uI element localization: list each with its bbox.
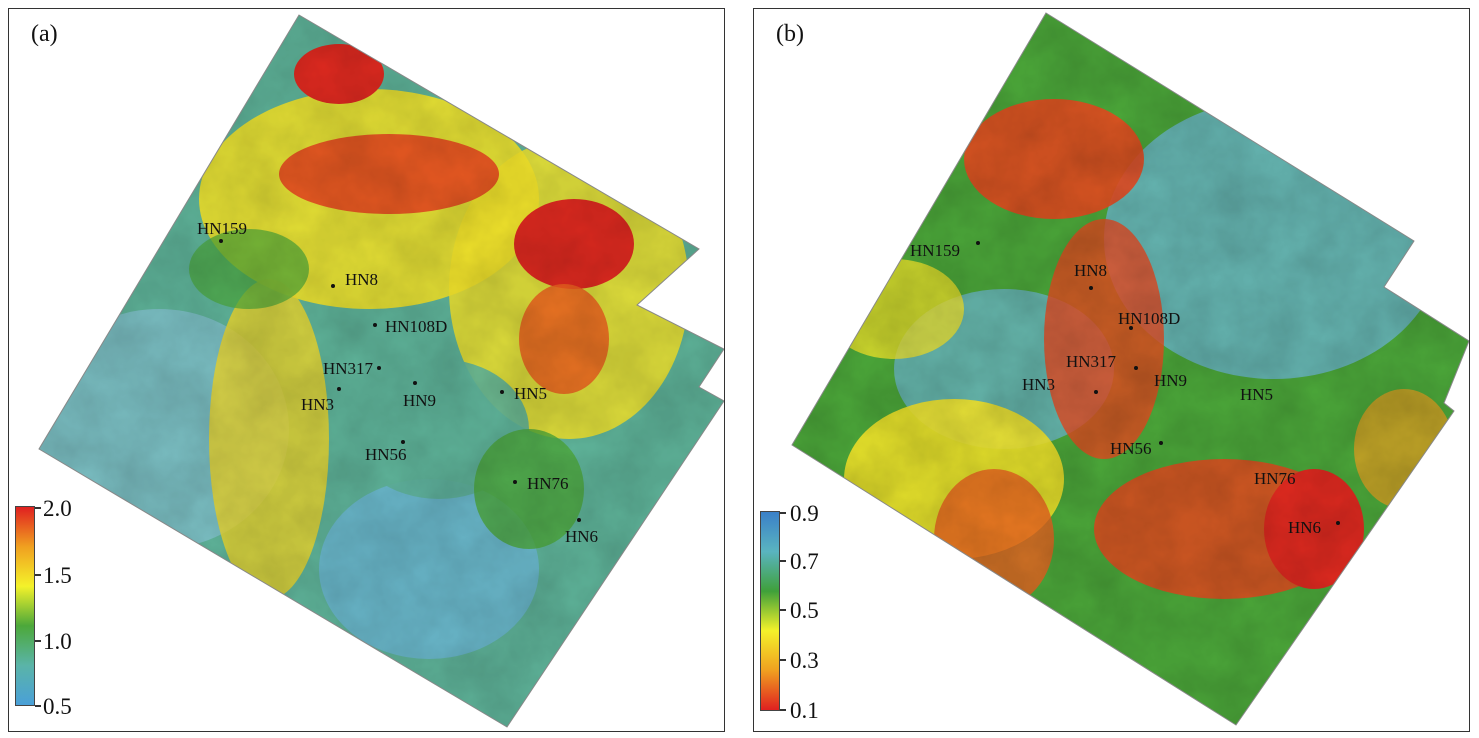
well-label: HN317	[1066, 352, 1117, 371]
well-label: HN5	[514, 384, 548, 403]
well-label: HN6	[565, 527, 599, 546]
well-label: HN9	[1154, 371, 1188, 390]
well-marker	[1089, 286, 1093, 290]
well-label: HN8	[345, 270, 379, 289]
colorbar-tick	[35, 574, 41, 576]
colorbar-tick	[35, 507, 41, 509]
colorbar-tick-label: 0.7	[790, 549, 819, 574]
colorbar-tick-label: 1.5	[43, 563, 72, 588]
well-label: HN76	[1254, 469, 1296, 488]
panel-label-b: (b)	[776, 21, 804, 47]
well-label: HN108D	[385, 317, 448, 336]
colorbar-tick	[35, 705, 41, 707]
well-marker	[513, 480, 517, 484]
well-marker	[337, 387, 341, 391]
well-marker	[1159, 441, 1163, 445]
colorbar	[760, 511, 780, 711]
well-label: HN56	[365, 445, 407, 464]
well-marker	[500, 390, 504, 394]
well-label: HN159	[197, 219, 248, 238]
colorbar-tick-label: 0.9	[790, 501, 819, 526]
colorbar	[15, 506, 35, 706]
colorbar-tick-label: 1.0	[43, 629, 72, 654]
colorbar-tick	[780, 709, 786, 711]
well-marker	[413, 381, 417, 385]
well-marker	[1134, 366, 1138, 370]
colorbar-tick-label: 0.3	[790, 648, 819, 673]
well-label: HN108D	[1118, 309, 1181, 328]
colorbar-tick	[780, 560, 786, 562]
well-marker	[1336, 521, 1340, 525]
colorbar-tick-label: 0.5	[790, 598, 819, 623]
colorbar-tick	[780, 609, 786, 611]
well-marker	[976, 241, 980, 245]
well-marker	[1094, 390, 1098, 394]
map-panel-b: (b) HN159 HN8 HN108D HN317 HN9 HN3 HN5 H…	[753, 8, 1470, 732]
well-label: HN76	[527, 474, 569, 493]
well-marker	[373, 323, 377, 327]
attribute-map-b	[791, 12, 1469, 726]
well-marker	[377, 366, 381, 370]
well-label: HN8	[1074, 261, 1108, 280]
well-label: HN159	[910, 241, 961, 260]
well-marker	[577, 518, 581, 522]
well-marker	[331, 284, 335, 288]
well-marker	[401, 440, 405, 444]
well-label: HN317	[323, 359, 374, 378]
colorbar-tick	[35, 640, 41, 642]
well-label: HN6	[1288, 518, 1322, 537]
panel-label-a: (a)	[31, 21, 58, 47]
colorbar-tick-label: 0.5	[43, 694, 72, 719]
colorbar-tick-label: 0.1	[790, 698, 819, 723]
colorbar-tick	[780, 512, 786, 514]
colorbar-tick-label: 2.0	[43, 496, 72, 521]
attribute-map-a	[38, 14, 724, 728]
well-label: HN56	[1110, 439, 1152, 458]
colorbar-tick	[780, 659, 786, 661]
well-marker	[1129, 326, 1133, 330]
well-marker	[219, 239, 223, 243]
well-label: HN3	[301, 395, 335, 414]
well-label: HN5	[1240, 385, 1274, 404]
well-label: HN9	[403, 391, 437, 410]
well-label: HN3	[1022, 375, 1056, 394]
map-panel-a: (a) HN159 HN8 HN108D HN317 HN3 HN9 HN5 H…	[8, 8, 725, 732]
